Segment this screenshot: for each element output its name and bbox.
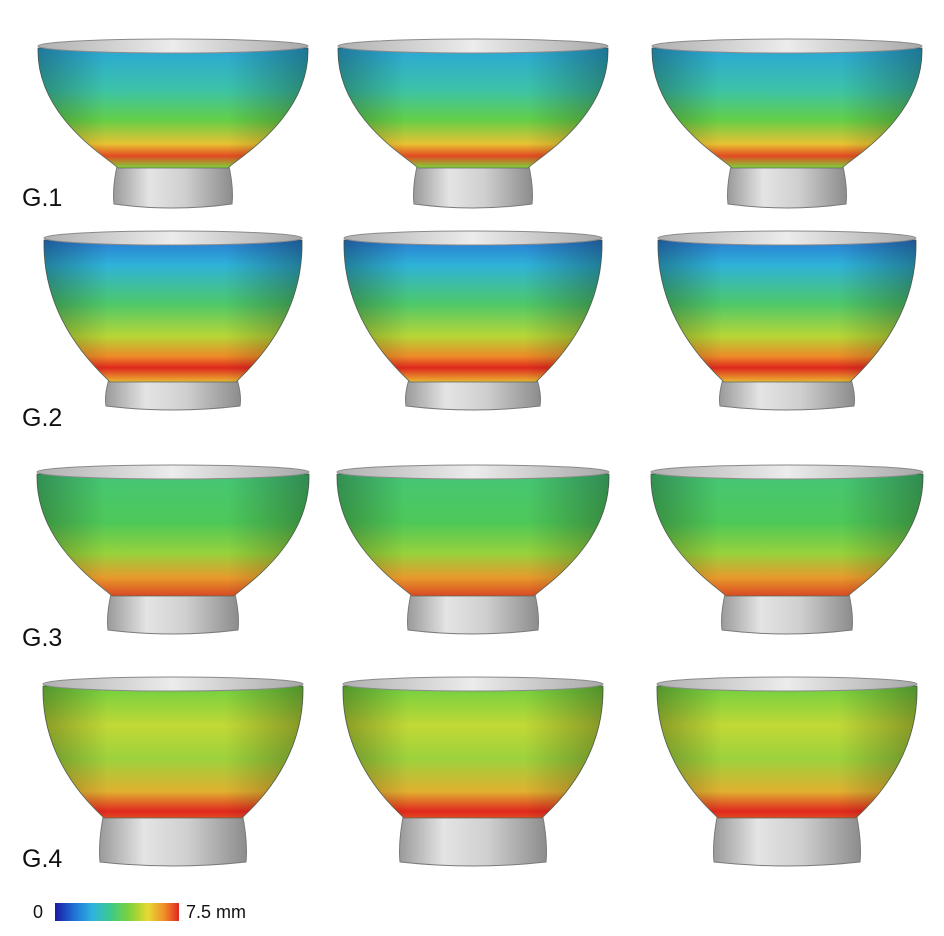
bowl-foot bbox=[719, 375, 855, 411]
bowl-shading bbox=[37, 48, 309, 168]
bowl-foot bbox=[713, 811, 861, 867]
bowl-shading bbox=[343, 240, 603, 382]
bowl-view bbox=[337, 38, 609, 209]
colorbar bbox=[55, 903, 179, 921]
bowl-view bbox=[657, 230, 917, 411]
bowl-foot bbox=[727, 161, 847, 209]
bowl-shading bbox=[657, 240, 917, 382]
bowl-grid bbox=[36, 38, 924, 867]
bowl-shading bbox=[651, 48, 923, 168]
bowl-foot bbox=[405, 375, 541, 411]
bowl-view bbox=[342, 676, 604, 867]
bowl-shading bbox=[336, 474, 610, 596]
row-label: G.2 bbox=[22, 404, 62, 432]
row-label: G.1 bbox=[22, 184, 62, 212]
bowl-rim bbox=[43, 230, 303, 246]
bowl-shading bbox=[43, 240, 303, 382]
bowl-rim bbox=[337, 38, 609, 54]
bowl-rim bbox=[336, 464, 610, 480]
bowl-foot bbox=[399, 811, 547, 867]
bowl-rim bbox=[36, 464, 310, 480]
bowl-foot bbox=[721, 589, 853, 635]
bowl-view bbox=[336, 464, 610, 635]
bowl-shading bbox=[656, 686, 918, 818]
bowl-shading bbox=[36, 474, 310, 596]
row-label: G.3 bbox=[22, 624, 62, 652]
bowl-rim bbox=[650, 464, 924, 480]
colorbar-gradient bbox=[55, 903, 179, 921]
bowl-view bbox=[651, 38, 923, 209]
bowl-view bbox=[343, 230, 603, 411]
bowl-view bbox=[656, 676, 918, 867]
colorbar-min-label: 0 bbox=[33, 902, 44, 922]
bowl-foot bbox=[105, 375, 241, 411]
bowl-shading bbox=[337, 48, 609, 168]
bowl-shading bbox=[342, 686, 604, 818]
bowl-view bbox=[42, 676, 304, 867]
row-label: G.4 bbox=[22, 845, 62, 873]
bowl-rim bbox=[42, 676, 304, 692]
bowl-foot bbox=[107, 589, 239, 635]
row-labels: G.1 G.2 G.3 G.4 bbox=[22, 184, 62, 873]
bowl-rim bbox=[656, 676, 918, 692]
bowl-rim bbox=[343, 230, 603, 246]
bowl-foot bbox=[99, 811, 247, 867]
bowl-rim bbox=[651, 38, 923, 54]
bowl-view bbox=[650, 464, 924, 635]
bowl-foot bbox=[413, 161, 533, 209]
bowl-shading bbox=[650, 474, 924, 596]
bowl-shading bbox=[42, 686, 304, 818]
bowl-foot bbox=[113, 161, 233, 209]
bowl-rim bbox=[37, 38, 309, 54]
bowl-foot bbox=[407, 589, 539, 635]
bowl-view bbox=[37, 38, 309, 209]
bowl-rim bbox=[342, 676, 604, 692]
colorbar-max-label: 7.5 mm bbox=[186, 902, 247, 922]
bowl-view bbox=[43, 230, 303, 411]
bowl-view bbox=[36, 464, 310, 635]
bowl-rim bbox=[657, 230, 917, 246]
